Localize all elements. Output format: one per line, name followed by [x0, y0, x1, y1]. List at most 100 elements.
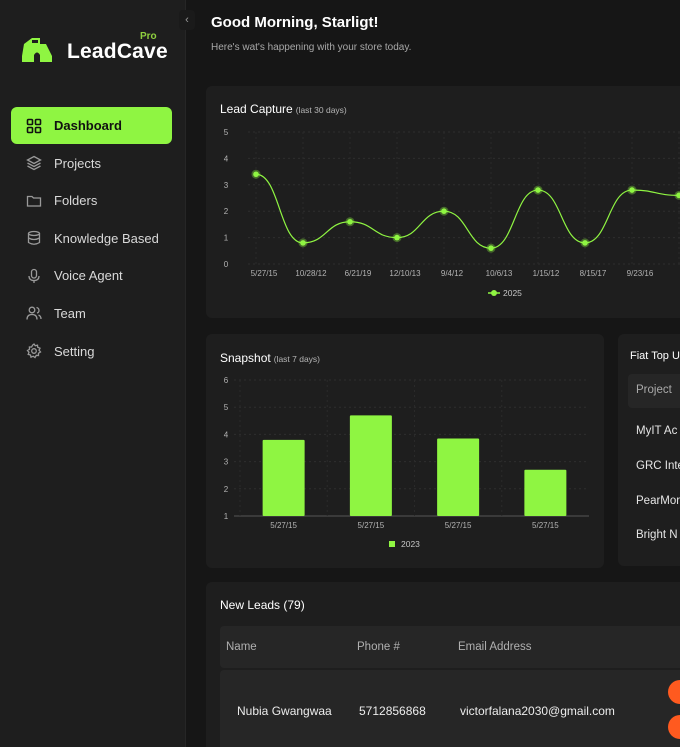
x-tick-label: 5/27/15 — [532, 521, 559, 530]
sidebar-item-projects[interactable]: Projects — [11, 145, 172, 182]
bar — [437, 438, 480, 516]
column-header-phone: Phone # — [357, 641, 400, 653]
sidebar-item-label: Team — [54, 305, 86, 321]
sidebar-collapse-button[interactable]: ‹ — [179, 10, 195, 30]
top-projects-card: Fiat Top U Project MyIT Ac GRC Inte Pear… — [618, 334, 680, 566]
data-point — [488, 245, 494, 251]
data-point — [347, 218, 353, 225]
sidebar-item-team[interactable]: Team — [11, 295, 172, 332]
lead-name: Nubia Gwangwaa — [237, 704, 332, 718]
project-column-header: Project — [636, 384, 672, 396]
table-row[interactable]: Nubia Gwangwaa 5712856868 victorfalana20… — [220, 670, 680, 747]
data-point — [441, 208, 447, 214]
page-subtitle: Here's wat's happening with your store t… — [211, 42, 412, 53]
top-projects-header: Project — [628, 374, 680, 408]
y-tick-label: 1 — [224, 512, 229, 521]
x-tick-label: 10/6/13 — [486, 269, 513, 278]
snapshot-title: Snapshot (last 7 days) — [220, 351, 320, 365]
sidebar: LeadCave Pro Dashboard Projects Folders — [0, 0, 186, 747]
snapshot-card: Snapshot (last 7 days) 1 2 3 4 5 6 5/27/15 5/27/… — [206, 334, 604, 568]
folder-icon — [25, 192, 42, 209]
pro-badge: Pro — [140, 31, 157, 42]
x-tick-label: 8/15/17 — [580, 269, 607, 278]
data-point — [300, 240, 306, 246]
x-tick-label: 5/27/15 — [358, 521, 385, 530]
legend-label: 2023 — [401, 539, 420, 549]
x-tick-label: 5/27/15 — [251, 269, 278, 278]
new-leads-card: New Leads (79) Name Phone # Email Addres… — [206, 582, 680, 747]
sidebar-item-voice-agent[interactable]: Voice Agent — [11, 257, 172, 294]
snapshot-title-text: Snapshot — [220, 351, 271, 365]
lead-phone: 5712856868 — [359, 704, 426, 718]
users-icon — [25, 305, 42, 322]
y-tick-label: 0 — [224, 260, 229, 269]
y-tick-label: 5 — [224, 128, 229, 137]
sidebar-item-setting[interactable]: Setting — [11, 333, 172, 370]
snapshot-subtitle: (last 7 days) — [273, 354, 321, 364]
leadcave-logo-icon — [22, 38, 52, 62]
gear-icon — [25, 343, 42, 360]
list-item[interactable]: Bright N — [636, 529, 678, 541]
data-point — [676, 192, 680, 199]
sidebar-item-label: Folders — [54, 193, 98, 209]
list-item[interactable]: PearMor — [636, 495, 680, 507]
action-button[interactable] — [668, 715, 680, 739]
grid-icon — [25, 117, 42, 134]
microphone-icon — [25, 267, 42, 284]
new-leads-title: New Leads (79) — [220, 598, 305, 612]
sidebar-item-label: Setting — [54, 343, 95, 359]
legend-label: 2025 — [503, 288, 522, 298]
bar — [349, 415, 392, 516]
list-item[interactable]: MyIT Ac — [636, 425, 678, 437]
sidebar-item-label: Voice Agent — [54, 268, 123, 284]
sidebar-nav: Dashboard Projects Folders Knowledge Bas… — [11, 107, 172, 370]
chevron-left-icon: ‹ — [185, 14, 189, 26]
brand[interactable]: LeadCave Pro — [20, 30, 170, 70]
layers-icon — [25, 155, 42, 172]
brand-name: LeadCave — [67, 40, 168, 63]
sidebar-item-folders[interactable]: Folders — [11, 182, 172, 219]
bar — [524, 469, 567, 516]
lead-capture-title-text: Lead Capture — [220, 102, 293, 116]
x-tick-label: 5/27/15 — [270, 521, 297, 530]
data-point — [253, 171, 259, 178]
x-tick-label: 5/27/15 — [445, 521, 472, 530]
top-projects-title: Fiat Top U — [630, 350, 680, 362]
snapshot-chart: 1 2 3 4 5 6 5/27/15 5/27/15 5/27/15 5/27/15 2023 — [224, 376, 589, 549]
sidebar-item-knowledge-based[interactable]: Knowledge Based — [11, 220, 172, 257]
column-header-email: Email Address — [458, 641, 532, 653]
legend-marker — [491, 290, 497, 296]
data-point — [582, 240, 588, 246]
sidebar-item-label: Knowledge Based — [54, 230, 159, 246]
y-tick-label: 3 — [224, 458, 229, 467]
y-tick-label: 2 — [224, 207, 229, 216]
x-tick-label: 9/4/12 — [441, 269, 464, 278]
y-tick-label: 2 — [224, 485, 229, 494]
y-tick-label: 1 — [224, 234, 229, 243]
x-tick-label: 1/15/12 — [533, 269, 560, 278]
column-header-name: Name — [226, 641, 257, 653]
action-button[interactable] — [668, 680, 680, 704]
sidebar-item-label: Dashboard — [54, 118, 122, 133]
y-tick-label: 3 — [224, 181, 229, 190]
list-item[interactable]: GRC Inte — [636, 460, 680, 472]
sidebar-item-label: Projects — [54, 155, 101, 171]
database-icon — [25, 230, 42, 247]
y-tick-label: 6 — [224, 376, 229, 385]
lead-email: victorfalana2030@gmail.com — [460, 704, 615, 718]
lead-capture-chart: 0 1 2 3 4 5 5/27/15 10/28/12 6/21/19 12/10/13 9/4/… — [224, 128, 680, 298]
y-tick-label: 5 — [224, 403, 229, 412]
data-point — [394, 234, 400, 241]
bar — [262, 439, 305, 516]
x-tick-label: 12/10/13 — [389, 269, 421, 278]
series-line-2025 — [255, 173, 680, 249]
x-tick-label: 10/28/12 — [295, 269, 327, 278]
lead-capture-subtitle: (last 30 days) — [295, 105, 347, 115]
legend-marker — [389, 541, 395, 547]
sidebar-item-dashboard[interactable]: Dashboard — [11, 107, 172, 144]
x-tick-label: 6/21/19 — [345, 269, 372, 278]
y-tick-label: 4 — [224, 154, 229, 163]
new-leads-table-header: Name Phone # Email Address — [220, 626, 680, 668]
x-tick-label: 9/23/16 — [627, 269, 654, 278]
lead-capture-title: Lead Capture (last 30 days) — [220, 102, 347, 116]
